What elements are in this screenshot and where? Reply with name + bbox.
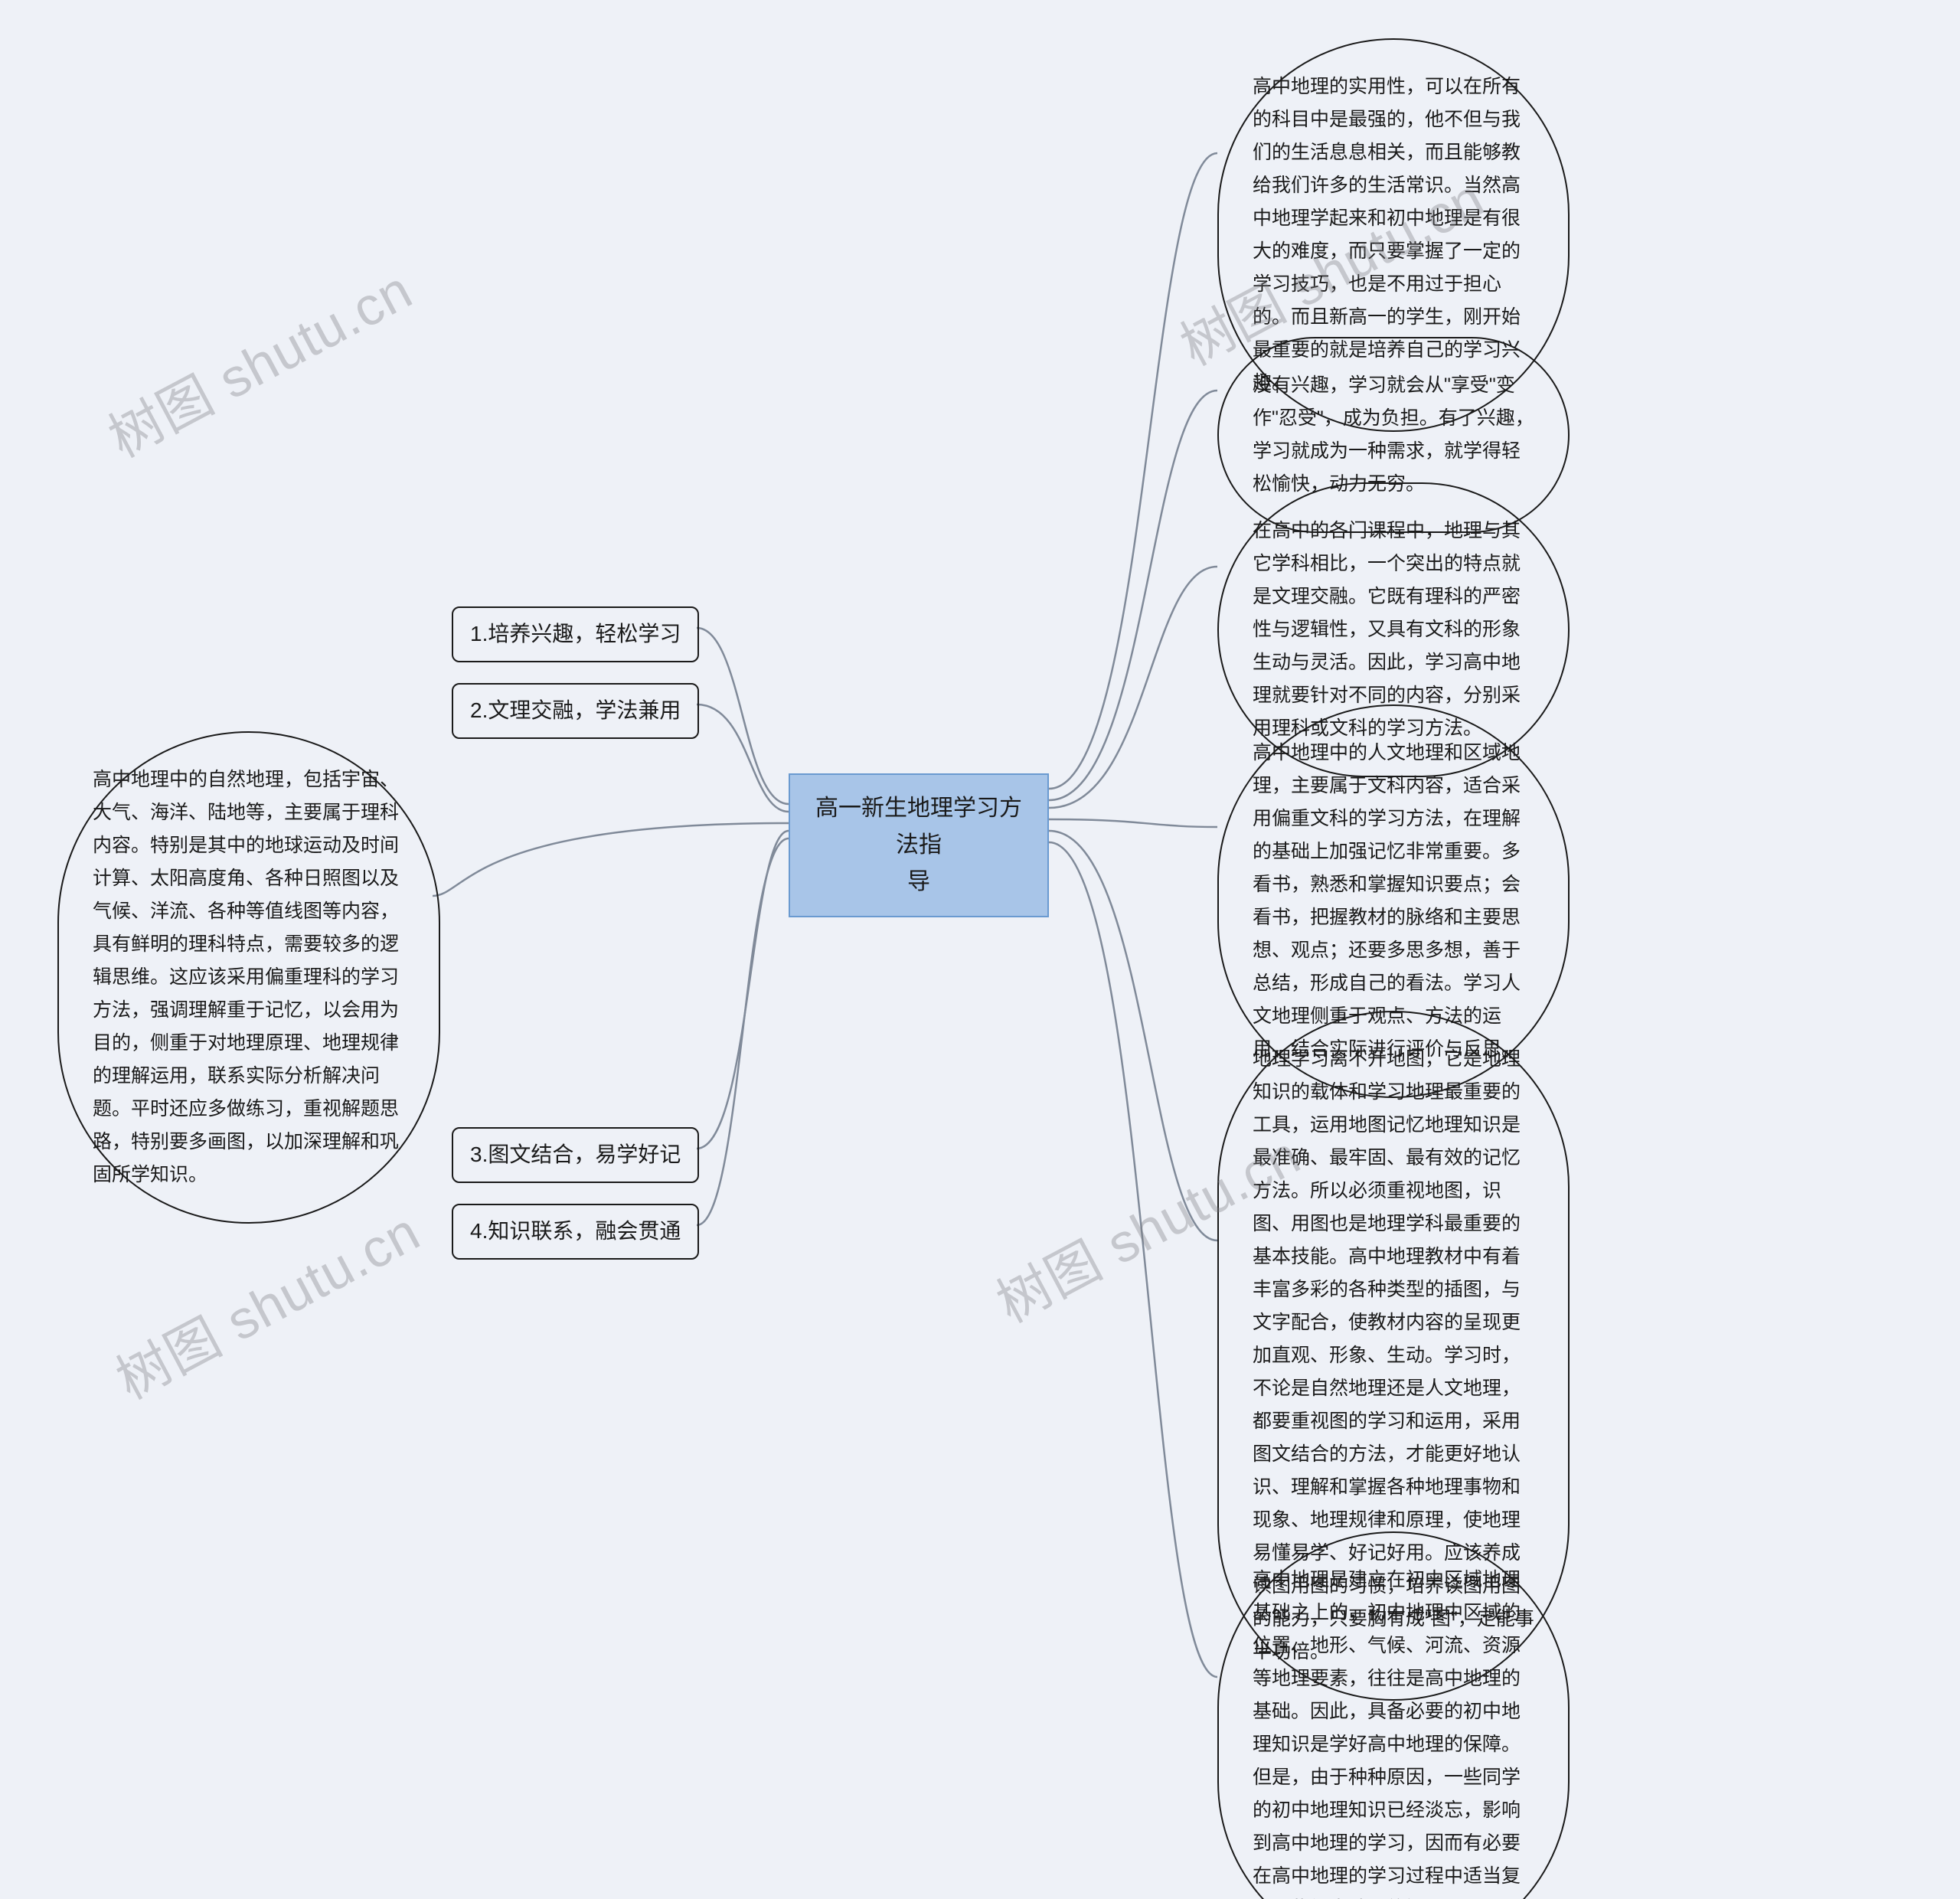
central-text2: 导 xyxy=(907,869,930,894)
right-leaf-2-text: 没有兴趣，学习就会从"享受"变作"忍受"，成为负担。有了兴趣，学习就成为一种需求… xyxy=(1253,374,1534,495)
branch-1: 1.培养兴趣，轻松学习 xyxy=(452,606,699,662)
branch-1-label: 1.培养兴趣，轻松学习 xyxy=(470,622,681,646)
branch-4: 4.知识联系，融会贯通 xyxy=(452,1204,699,1260)
right-leaf-6: 高中地理是建立在初中区域地理基础之上的，初中地理中区域的位置、地形、气候、河流、… xyxy=(1217,1531,1570,1899)
left-leaf: 高中地理中的自然地理，包括宇宙、大气、海洋、陆地等，主要属于理科内容。特别是其中… xyxy=(57,731,440,1224)
central-node: 高一新生地理学习方法指 导 xyxy=(789,773,1049,917)
branch-2-label: 2.文理交融，学法兼用 xyxy=(470,698,681,722)
watermark-3: 树图 shutu.cn xyxy=(101,1190,432,1414)
branch-3-label: 3.图文结合，易学好记 xyxy=(470,1142,681,1166)
branch-2: 2.文理交融，学法兼用 xyxy=(452,683,699,739)
left-leaf-text: 高中地理中的自然地理，包括宇宙、大气、海洋、陆地等，主要属于理科内容。特别是其中… xyxy=(93,769,399,1185)
branch-3: 3.图文结合，易学好记 xyxy=(452,1127,699,1183)
central-text1: 高一新生地理学习方法指 xyxy=(815,796,1022,858)
watermark-1: 树图 shutu.cn xyxy=(93,248,424,472)
right-leaf-6-text: 高中地理是建立在初中区域地理基础之上的，初中地理中区域的位置、地形、气候、河流、… xyxy=(1253,1569,1521,1899)
branch-4-label: 4.知识联系，融会贯通 xyxy=(470,1219,681,1243)
